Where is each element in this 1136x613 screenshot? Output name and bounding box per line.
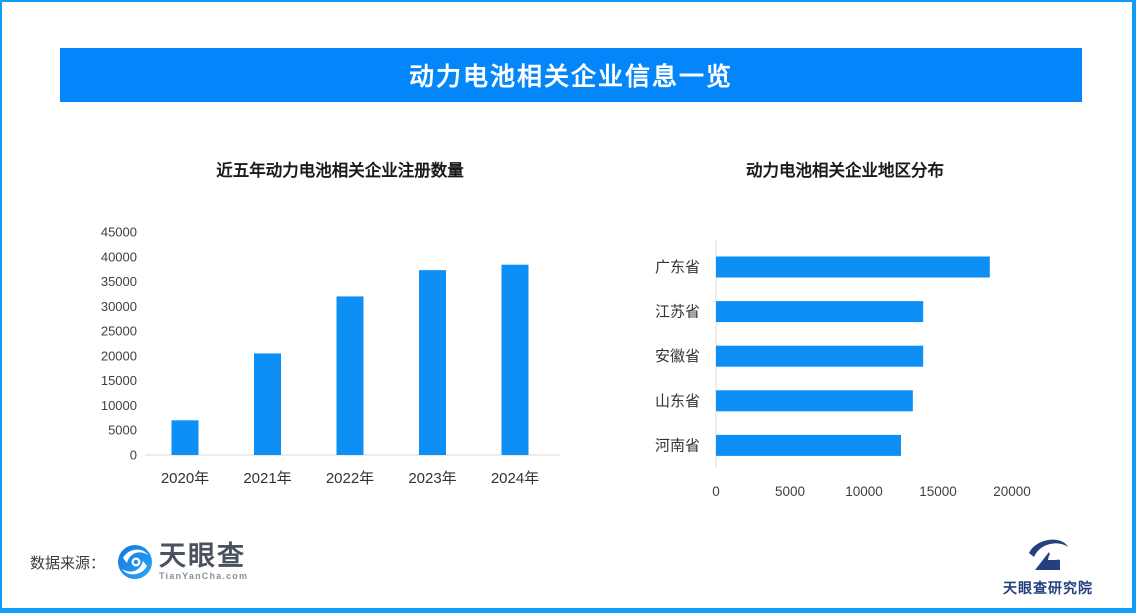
y-tick-label: 10000: [101, 398, 137, 413]
bar-河南省: [716, 434, 901, 456]
x-tick-label: 10000: [845, 484, 883, 499]
bar-山东省: [716, 390, 913, 412]
tyc-research-logo-icon: [1029, 539, 1068, 570]
tianyancha-logo: 天眼查 TianYanCha.com: [117, 543, 248, 581]
x-category-label: 2020年: [161, 470, 209, 487]
y-tick-label: 40000: [101, 249, 137, 264]
x-tick-label: 15000: [919, 484, 957, 499]
tianyancha-logo-icon: [118, 545, 153, 579]
x-category-label: 2023年: [408, 470, 456, 487]
x-tick-label: 20000: [993, 484, 1031, 499]
x-category-label: 2022年: [326, 470, 374, 487]
x-category-label: 2021年: [243, 470, 291, 487]
y-tick-label: 0: [130, 448, 137, 463]
tianyancha-domain: TianYanCha.com: [159, 571, 249, 581]
y-category-label: 广东省: [655, 259, 700, 276]
page-title: 动力电池相关企业信息一览: [408, 63, 733, 91]
y-tick-label: 30000: [101, 299, 137, 314]
bar-2020年: [171, 420, 199, 455]
tyc-research-name: 天眼查研究院: [1003, 580, 1093, 596]
bar-广东省: [716, 256, 990, 278]
tyc-research-logo: 天眼查研究院: [988, 536, 1108, 598]
y-tick-label: 20000: [101, 348, 137, 363]
title-banner: 动力电池相关企业信息一览: [60, 48, 1082, 102]
registrations-chart-title: 近五年动力电池相关企业注册数量: [216, 162, 464, 180]
y-tick-label: 5000: [108, 423, 137, 438]
registrations-bar-chart: 0 5000 10000 15000 20000 25000 30000 35000 40000…: [101, 225, 560, 487]
x-tick-label: 5000: [775, 484, 805, 499]
bar-江苏省: [716, 301, 924, 323]
x-category-label: 2024年: [491, 470, 539, 487]
bar-2023年: [419, 270, 446, 455]
bar-安徽省: [716, 345, 924, 367]
y-category-label: 河南省: [655, 437, 700, 454]
y-tick-label: 35000: [101, 274, 137, 289]
regions-chart-title: 动力电池相关企业地区分布: [746, 162, 944, 180]
bar-2024年: [501, 264, 529, 455]
tianyancha-logo-text: 天眼查 TianYanCha.com: [159, 543, 248, 581]
y-tick-label: 15000: [101, 373, 137, 388]
bar-2022年: [336, 296, 364, 455]
tianyancha-name: 天眼查: [159, 541, 247, 571]
y-category-label: 山东省: [655, 393, 700, 410]
footer-source: 数据来源： 天眼查 TianYanCha.com: [30, 543, 248, 581]
y-category-label: 江苏省: [655, 304, 700, 321]
y-tick-label: 25000: [101, 324, 137, 339]
y-category-label: 安徽省: [655, 348, 700, 365]
y-tick-label: 45000: [101, 225, 137, 240]
x-tick-label: 0: [712, 484, 720, 499]
source-label: 数据来源：: [30, 554, 106, 572]
bar-2021年: [254, 353, 281, 455]
